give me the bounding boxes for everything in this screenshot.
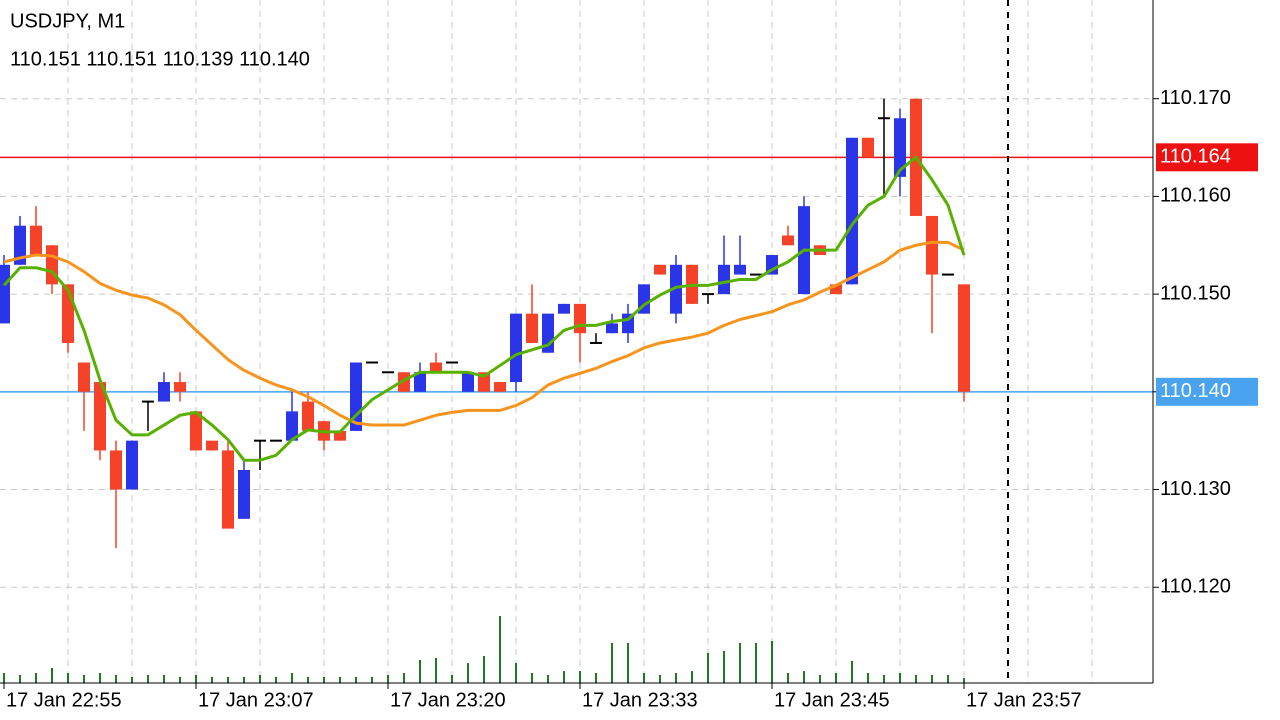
axes: 110.120 110.130 110.140 110.150 110.160 110.1… [3,87,1258,711]
ohlc-text: 110.151 110.151 110.139 110.140 [10,48,310,70]
candle-body [126,440,138,490]
x-tick-label: 17 Jan 23:07 [198,689,314,711]
candle-body [510,313,522,383]
price-label: 110.140 [1160,380,1231,402]
x-tick-label: 17 Jan 22:55 [6,689,122,711]
candle-body [862,137,874,158]
candle-body [78,362,90,392]
chart-title: USDJPY, M1 [10,10,125,32]
candle-body [158,382,170,402]
x-tick-label: 17 Jan 23:20 [390,689,506,711]
candle-body [110,450,122,490]
candle-body [958,284,970,392]
y-tick-label: 110.150 [1160,282,1231,304]
candle-body [430,362,442,373]
candle-body [830,284,842,295]
candle-body [0,264,10,324]
plot-area [0,98,1153,683]
candle-body [286,411,298,441]
y-tick-label: 110.160 [1160,185,1231,207]
y-tick-label: 110.120 [1160,576,1231,598]
candle-body [606,323,618,334]
candle-body [222,450,234,529]
candle-body [526,313,538,343]
candle-body [558,303,570,314]
candle-body [206,440,218,451]
candle-body [302,401,314,431]
price-label: 110.164 [1160,146,1231,168]
x-tick-label: 17 Jan 23:45 [774,689,890,711]
candle-body [334,430,346,441]
price-label-box [1156,377,1258,406]
candle-body [478,372,490,392]
candle-body [494,382,506,392]
candle-body [94,382,106,451]
candle-body [782,235,794,246]
x-tick-label: 17 Jan 23:57 [966,689,1082,711]
candle-body [238,469,250,519]
moving-average [2,155,966,462]
candle-body [462,372,474,392]
candle-body [574,303,586,334]
candle-body [414,372,426,392]
price-label-box [1156,143,1258,172]
x-tick-label: 17 Jan 23:33 [582,689,698,711]
candle-body [926,215,938,275]
moving-average [3,240,965,427]
candle-body [190,411,202,451]
candle-body [894,118,906,177]
candle-body [718,264,730,295]
candle-body [670,264,682,314]
candle-body [30,225,42,256]
candle-body [846,137,858,285]
candle-body [14,225,26,265]
y-tick-label: 110.170 [1160,87,1231,109]
candle-body [174,382,186,392]
candle-body [654,264,666,275]
candle-body [734,264,746,275]
y-tick-label: 110.130 [1160,478,1231,500]
